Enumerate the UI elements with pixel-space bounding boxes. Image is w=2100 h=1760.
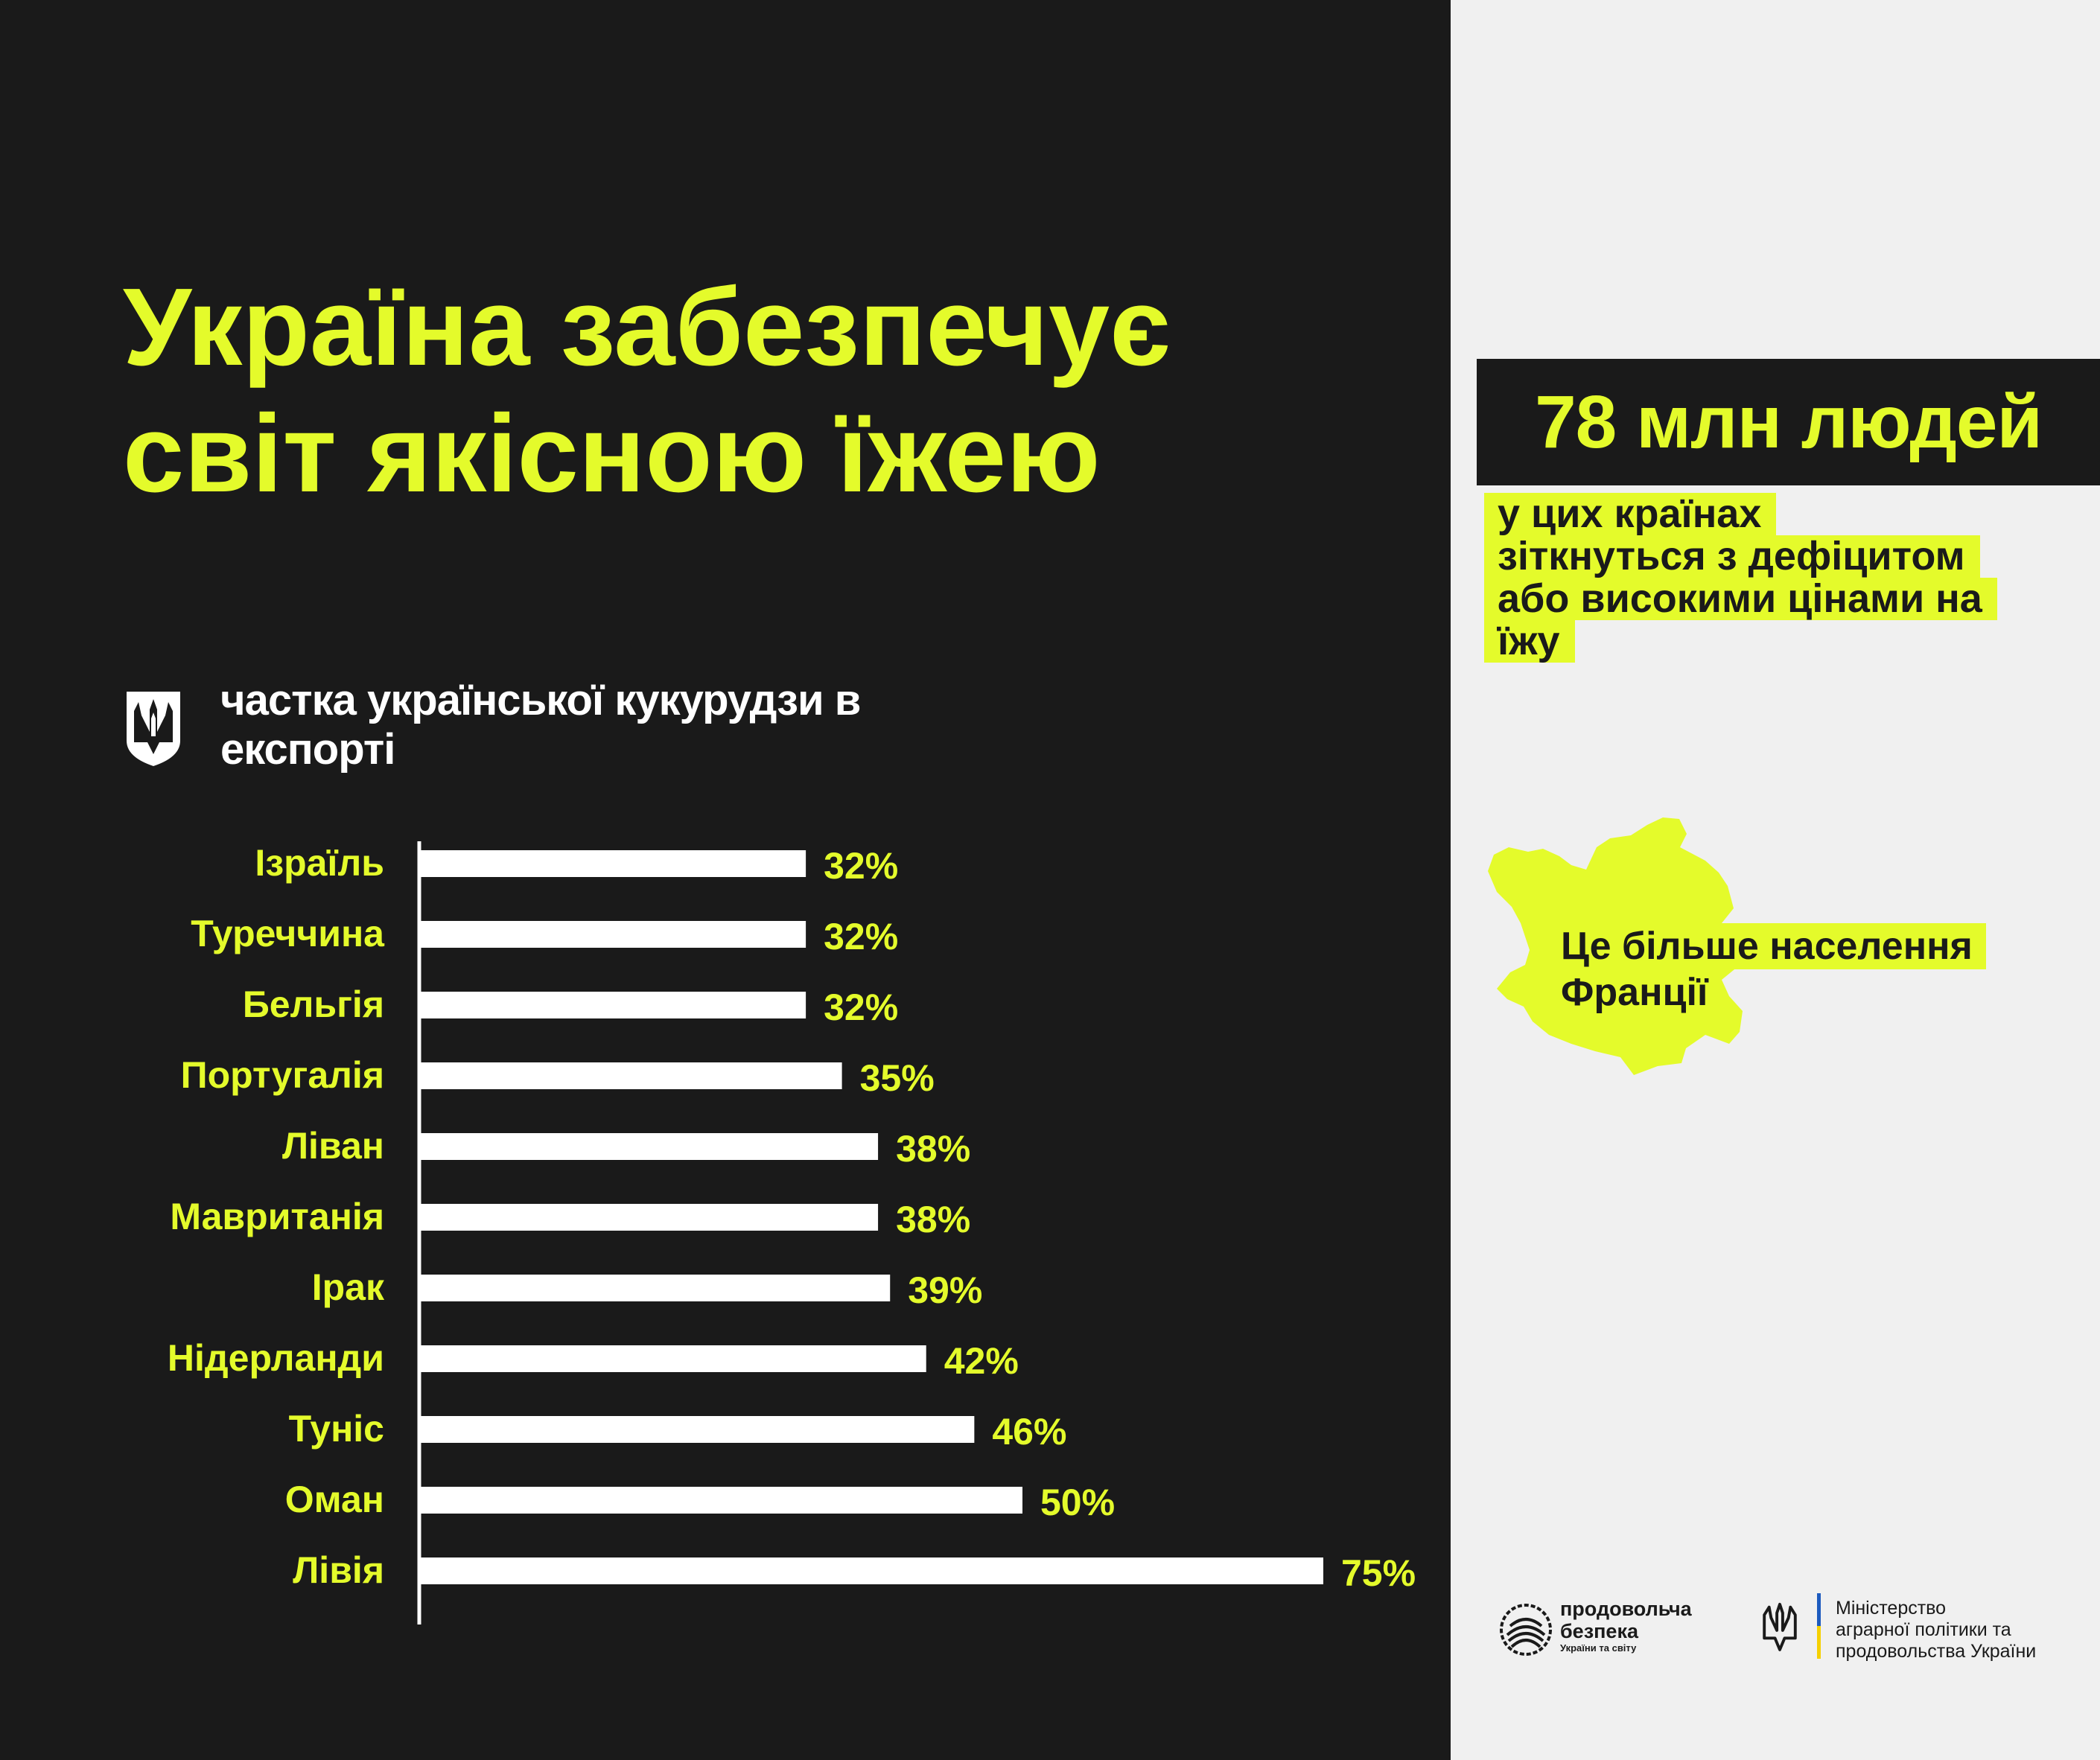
category-label: Лівія [293, 1549, 384, 1591]
headline-line-1: Україна забезпечує [123, 266, 1171, 389]
ministry-name-line-2: аграрної політики та [1836, 1619, 2011, 1640]
bar [421, 1062, 842, 1089]
value-label: 35% [860, 1057, 935, 1099]
value-label: 32% [824, 986, 898, 1028]
chart-subtitle: частка української кукурудзи в експорті [220, 676, 1040, 774]
value-label: 38% [896, 1128, 970, 1170]
trident-icon [127, 692, 180, 766]
value-label: 32% [824, 916, 898, 957]
category-label: Ліван [282, 1125, 384, 1167]
value-label: 39% [908, 1269, 982, 1311]
ministry-flag-divider [1817, 1593, 1821, 1659]
ministry-name: Міністерство аграрної політики та продов… [1836, 1598, 2036, 1662]
chart-subtitle-line-2: експорті [220, 725, 395, 774]
stat-caption-line-2: зіткнуться з дефіцитом [1484, 535, 1980, 578]
map-caption-line-1: Це більше населення [1546, 923, 1986, 969]
category-label: Туніс [289, 1408, 384, 1450]
map-caption: Це більше населення Франції [1546, 923, 1986, 1015]
bar [421, 921, 806, 948]
ministry-name-line-3: продовольства України [1836, 1641, 2037, 1662]
bar [421, 1557, 1323, 1584]
stat-caption-line-4: їжу [1484, 620, 1575, 663]
map-caption-line-2: Франції [1546, 969, 1722, 1015]
bar [421, 850, 806, 877]
value-label: 46% [992, 1411, 1066, 1453]
food-security-title: продовольча безпека [1560, 1598, 1692, 1642]
value-label: 32% [824, 845, 898, 887]
bars-group: Ізраїль 32% Туреччина 32% Бельгія 32% Португал… [168, 842, 1416, 1594]
bar [421, 1487, 1022, 1514]
left-panel [0, 0, 1451, 1760]
category-label: Туреччина [191, 913, 385, 954]
bar [421, 992, 806, 1018]
food-security-logo [1500, 1604, 1552, 1656]
value-label: 75% [1341, 1552, 1416, 1594]
bar [421, 1416, 975, 1443]
value-label: 38% [896, 1199, 970, 1240]
headline: Україна забезпечує світ якісною їжею [123, 264, 1389, 517]
stat-caption-line-3: або високими цінами на [1484, 578, 1997, 620]
headline-line-2: світ якісною їжею [123, 392, 1101, 515]
food-security-subtitle: України та світу [1560, 1642, 1637, 1654]
stat-caption-line-1: у цих країнах [1484, 493, 1777, 535]
ministry-trident-icon [1763, 1602, 1797, 1651]
food-security-title-line-2: безпека [1560, 1620, 1638, 1642]
stat-number: 78 млн людей [1477, 359, 2100, 485]
category-label: Португалія [181, 1054, 384, 1096]
bar [421, 1204, 879, 1231]
food-security-title-line-1: продовольча [1560, 1598, 1692, 1620]
category-label: Ірак [312, 1266, 385, 1308]
bar [421, 1275, 891, 1301]
category-label: Ізраїль [255, 842, 384, 884]
category-label: Нідерланди [168, 1337, 384, 1379]
bar [421, 1133, 879, 1160]
category-label: Бельгія [243, 983, 384, 1025]
value-label: 50% [1040, 1482, 1115, 1523]
ministry-name-line-1: Міністерство [1836, 1598, 1947, 1619]
category-label: Оман [285, 1479, 384, 1520]
stat-caption: у цих країнах зіткнуться з дефіцитом або… [1484, 493, 1997, 663]
bar [421, 1345, 926, 1372]
chart-subtitle-line-1: частка української кукурудзи в [220, 676, 861, 724]
value-label: 42% [944, 1340, 1019, 1382]
bar-chart: Ізраїль 32% Туреччина 32% Бельгія 32% Португал… [168, 841, 1416, 1625]
category-label: Мавританія [170, 1196, 384, 1237]
